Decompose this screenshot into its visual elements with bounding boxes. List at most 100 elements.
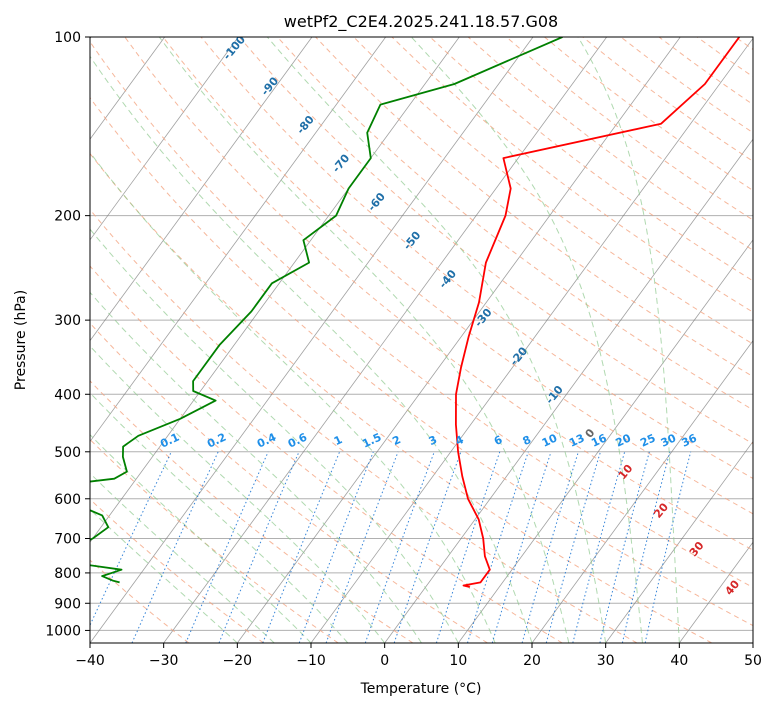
isotherm-line bbox=[384, 138, 753, 643]
dry-adiabat-line bbox=[90, 265, 563, 643]
dry-adiabat-line bbox=[315, 37, 753, 378]
moist-adiabat-line bbox=[90, 345, 386, 643]
x-tick-label: 20 bbox=[523, 653, 541, 669]
dry-adiabat-label: 10 bbox=[616, 462, 636, 482]
isotherm-lines bbox=[90, 37, 753, 643]
dry-adiabat-line bbox=[90, 40, 753, 588]
dry-adiabat-line bbox=[162, 37, 753, 515]
x-tick-label: 0 bbox=[380, 653, 389, 669]
isotherm-line bbox=[90, 37, 239, 241]
y-tick-label: 900 bbox=[54, 596, 81, 612]
mixing-ratio-line bbox=[262, 451, 341, 643]
x-tick-label: 10 bbox=[449, 653, 467, 669]
mixing-ratio-line bbox=[467, 451, 529, 643]
y-axis-label: Pressure (hPa) bbox=[13, 290, 29, 390]
moist-adiabat-line bbox=[410, 37, 643, 643]
x-tick-label: −20 bbox=[223, 653, 253, 669]
dry-adiabat-line bbox=[696, 37, 753, 78]
moist-adiabat-line bbox=[90, 228, 459, 643]
moist-adiabat-line bbox=[577, 37, 680, 643]
chart-title: wetPf2_C2E4.2025.241.18.57.G08 bbox=[284, 12, 558, 32]
x-tick-label: −10 bbox=[296, 653, 326, 669]
moist-adiabat-line bbox=[158, 37, 570, 643]
mixing-ratio-label: 30 bbox=[659, 431, 679, 449]
x-tick-label: −40 bbox=[75, 653, 105, 669]
moist-adiabat-lines bbox=[90, 37, 680, 643]
moist-adiabat-line bbox=[90, 291, 422, 643]
dry-adiabat-label: 30 bbox=[687, 539, 707, 559]
sounding-series bbox=[90, 37, 741, 588]
mixing-ratio-label: 16 bbox=[589, 431, 609, 449]
isotherm-line bbox=[605, 440, 753, 643]
moist-adiabat-line bbox=[90, 151, 496, 643]
mixing-ratio-label: 0.1 bbox=[158, 431, 181, 451]
mixing-ratio-label: 2 bbox=[390, 433, 402, 448]
mixing-ratio-line bbox=[644, 451, 692, 643]
x-tick-label: 50 bbox=[744, 653, 762, 669]
dry-adiabat-line bbox=[124, 37, 753, 551]
mixing-ratio-lines bbox=[90, 451, 692, 643]
x-axis-label: Temperature (°C) bbox=[360, 681, 482, 697]
y-tick-label: 600 bbox=[54, 492, 81, 508]
dry-adiabat-line bbox=[735, 37, 753, 51]
x-tick-label: 40 bbox=[670, 653, 688, 669]
mixing-ratio-line bbox=[491, 451, 552, 643]
mixing-ratio-label: 13 bbox=[567, 432, 586, 450]
mixing-ratio-line bbox=[364, 451, 435, 643]
y-tick-label: 100 bbox=[54, 30, 81, 46]
mixing-ratio-label: 0.2 bbox=[205, 431, 228, 451]
moist-adiabat-line bbox=[266, 37, 607, 643]
y-tick-label: 300 bbox=[54, 313, 81, 329]
plot-area: 0.1 0.2 0.4 0.6 1 1.5 2 3 4 6 8 10 13 16 20 25 30 36-100-… bbox=[90, 37, 753, 643]
y-axis-ticks: 100 200 300 400 500 600 700 800 900 1000 bbox=[45, 30, 90, 639]
y-tick-label: 500 bbox=[54, 445, 81, 461]
mixing-ratio-label: 10 bbox=[540, 431, 560, 449]
dry-adiabat-label: 20 bbox=[651, 500, 671, 520]
moist-adiabat-line bbox=[90, 55, 533, 643]
dry-adiabat-label: -80 bbox=[294, 113, 317, 137]
dry-adiabat-label: -30 bbox=[472, 306, 495, 330]
y-tick-label: 700 bbox=[54, 532, 81, 548]
isotherm-line bbox=[163, 37, 608, 643]
dry-adiabat-label: -50 bbox=[401, 229, 424, 253]
mixing-ratio-label: 6 bbox=[492, 433, 505, 448]
dry-adiabat-lines bbox=[90, 37, 753, 643]
x-tick-label: −30 bbox=[149, 653, 179, 669]
mixing-ratio-label: 0.4 bbox=[255, 430, 278, 450]
mixing-ratio-line bbox=[298, 451, 374, 643]
dry-adiabat-line bbox=[90, 322, 488, 643]
dry-adiabat-line bbox=[391, 37, 753, 313]
mixing-ratio-line bbox=[393, 451, 462, 643]
mixing-ratio-line bbox=[621, 451, 671, 643]
isotherm-line bbox=[90, 37, 387, 443]
mixing-ratio-line bbox=[599, 451, 650, 643]
y-tick-label: 1000 bbox=[45, 623, 81, 639]
x-axis-ticks: −40 −30 −20 −10 0 10 20 30 40 50 bbox=[75, 643, 762, 669]
mixing-ratio-line bbox=[572, 451, 626, 643]
dry-adiabat-label: -70 bbox=[330, 151, 353, 175]
dry-adiabat-line bbox=[90, 438, 339, 643]
mixing-ratio-label: 8 bbox=[521, 433, 533, 448]
dry-adiabat-line bbox=[238, 37, 753, 445]
dry-adiabat-line bbox=[544, 37, 753, 192]
mixing-ratio-label: 25 bbox=[638, 431, 657, 449]
mixing-ratio-line bbox=[325, 451, 399, 643]
isotherm-line bbox=[90, 37, 166, 140]
moist-adiabat-line bbox=[90, 434, 312, 643]
dry-adiabat-line bbox=[90, 380, 414, 643]
moist-adiabat-line bbox=[90, 508, 238, 643]
mixing-ratio-label: 36 bbox=[680, 431, 700, 449]
dry-adiabat-label: -10 bbox=[543, 383, 566, 407]
mixing-ratio-line bbox=[545, 451, 601, 643]
dry-adiabat-line bbox=[200, 37, 753, 479]
dry-adiabat-line bbox=[467, 37, 753, 251]
mixing-ratio-line bbox=[218, 451, 300, 643]
dry-adiabat-line bbox=[658, 37, 753, 106]
dry-adiabat-line bbox=[90, 208, 638, 643]
dry-adiabat-line bbox=[353, 37, 753, 345]
mixing-ratio-label: 1 bbox=[332, 433, 344, 448]
isotherm-line bbox=[90, 37, 460, 543]
y-tick-label: 200 bbox=[54, 209, 81, 225]
sounding-series-line bbox=[90, 37, 563, 584]
